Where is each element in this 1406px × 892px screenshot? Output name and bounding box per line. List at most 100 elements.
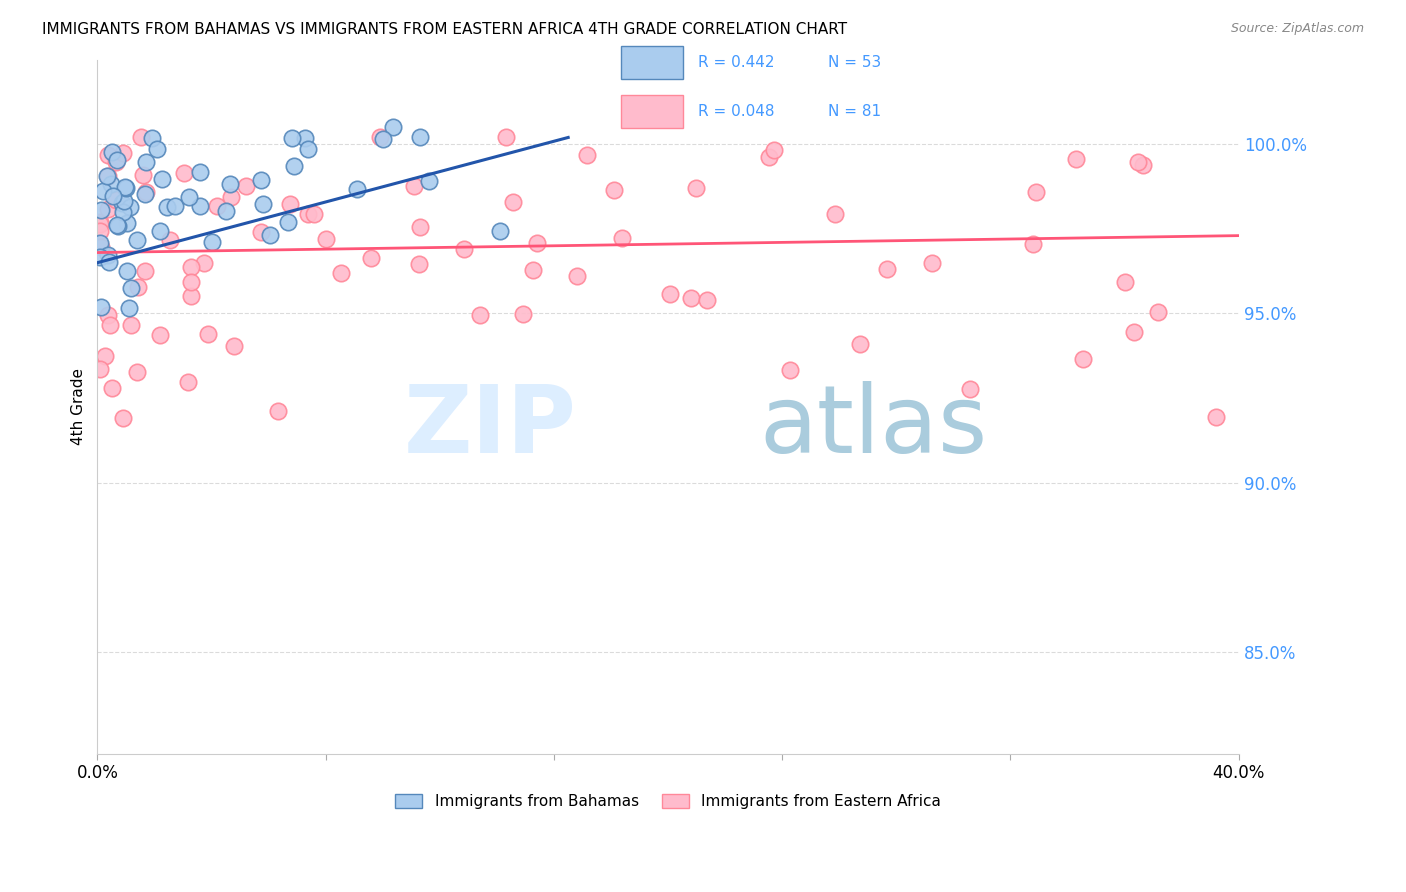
- Point: [402, 179, 425, 194]
- Point: [575, 147, 598, 161]
- Point: [763, 143, 786, 157]
- Point: [259, 228, 281, 243]
- Point: [512, 307, 534, 321]
- Point: [101, 145, 124, 159]
- Point: [135, 185, 157, 199]
- Point: [173, 166, 195, 180]
- Point: [89, 250, 111, 264]
- Point: [97, 254, 120, 268]
- Point: [302, 207, 325, 221]
- Point: [149, 224, 172, 238]
- Point: [779, 363, 801, 377]
- Point: [89, 235, 111, 250]
- Point: [849, 336, 872, 351]
- Point: [90, 240, 112, 254]
- Text: IMMIGRANTS FROM BAHAMAS VS IMMIGRANTS FROM EASTERN AFRICA 4TH GRADE CORRELATION : IMMIGRANTS FROM BAHAMAS VS IMMIGRANTS FR…: [42, 22, 848, 37]
- Point: [180, 276, 202, 290]
- Point: [90, 301, 112, 315]
- Point: [249, 173, 271, 187]
- Point: [89, 215, 111, 229]
- Point: [297, 207, 319, 221]
- Text: N = 81: N = 81: [828, 104, 882, 120]
- Point: [197, 326, 219, 341]
- Point: [98, 318, 121, 333]
- Text: Source: ZipAtlas.com: Source: ZipAtlas.com: [1230, 22, 1364, 36]
- Point: [346, 182, 368, 196]
- Point: [141, 131, 163, 145]
- Point: [488, 224, 510, 238]
- Point: [205, 199, 228, 213]
- Point: [1071, 351, 1094, 366]
- Point: [921, 256, 943, 270]
- Point: [105, 219, 128, 233]
- Point: [100, 177, 122, 191]
- Point: [215, 204, 238, 219]
- Point: [235, 179, 257, 194]
- Point: [125, 233, 148, 247]
- Point: [409, 220, 432, 235]
- Point: [120, 318, 142, 333]
- Point: [114, 180, 136, 194]
- Point: [105, 193, 128, 207]
- Text: N = 53: N = 53: [828, 54, 882, 70]
- Point: [103, 189, 125, 203]
- Point: [1132, 158, 1154, 172]
- Text: R = 0.048: R = 0.048: [699, 104, 775, 120]
- Point: [89, 224, 111, 238]
- Point: [278, 197, 301, 211]
- Point: [959, 382, 981, 396]
- Point: [408, 257, 430, 271]
- Point: [696, 293, 718, 307]
- Point: [1128, 155, 1150, 169]
- Point: [89, 361, 111, 376]
- Point: [659, 286, 682, 301]
- Point: [1064, 153, 1087, 167]
- Text: atlas: atlas: [759, 382, 987, 474]
- Point: [193, 256, 215, 270]
- Point: [294, 130, 316, 145]
- Point: [104, 155, 127, 169]
- Legend: Immigrants from Bahamas, Immigrants from Eastern Africa: Immigrants from Bahamas, Immigrants from…: [389, 788, 948, 815]
- Point: [565, 269, 588, 284]
- Point: [526, 236, 548, 251]
- Point: [107, 219, 129, 234]
- Point: [219, 190, 242, 204]
- Point: [97, 309, 120, 323]
- Point: [112, 205, 135, 219]
- Point: [315, 232, 337, 246]
- Text: R = 0.442: R = 0.442: [699, 54, 775, 70]
- Point: [408, 130, 430, 145]
- Point: [90, 202, 112, 217]
- Point: [267, 404, 290, 418]
- Point: [177, 375, 200, 389]
- Text: ZIP: ZIP: [404, 382, 576, 474]
- Point: [115, 264, 138, 278]
- Point: [149, 328, 172, 343]
- Point: [120, 281, 142, 295]
- Y-axis label: 4th Grade: 4th Grade: [72, 368, 86, 445]
- Point: [156, 200, 179, 214]
- Point: [180, 260, 202, 274]
- Point: [1205, 409, 1227, 424]
- Point: [297, 142, 319, 156]
- Point: [94, 349, 117, 363]
- Point: [360, 251, 382, 265]
- Point: [97, 248, 120, 262]
- Point: [134, 263, 156, 277]
- Point: [610, 231, 633, 245]
- Point: [1022, 236, 1045, 251]
- Point: [250, 225, 273, 239]
- Point: [127, 365, 149, 379]
- Point: [522, 263, 544, 277]
- Point: [112, 194, 135, 209]
- Point: [685, 181, 707, 195]
- Point: [382, 120, 405, 135]
- Point: [118, 301, 141, 315]
- Point: [188, 199, 211, 213]
- Point: [97, 169, 120, 183]
- Point: [97, 147, 120, 161]
- Point: [602, 183, 624, 197]
- Point: [96, 169, 118, 183]
- Point: [120, 200, 142, 214]
- Point: [127, 279, 149, 293]
